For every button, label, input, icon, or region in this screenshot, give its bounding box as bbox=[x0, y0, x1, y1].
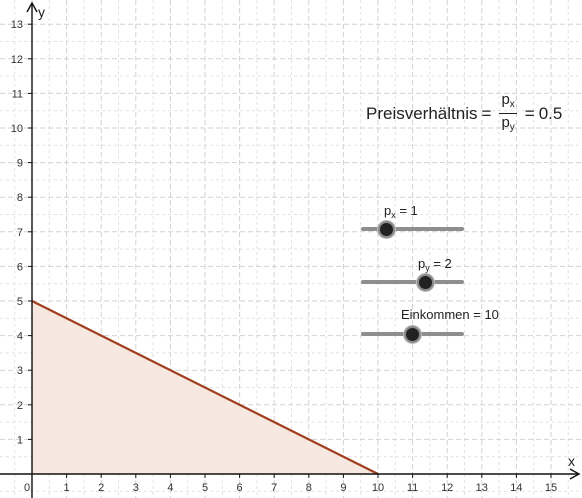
fraction-numerator: px bbox=[501, 91, 515, 110]
y-tick-label: 9 bbox=[17, 158, 23, 170]
x-tick-label: 6 bbox=[237, 482, 243, 494]
y-tick-label: 12 bbox=[11, 54, 23, 66]
slider-handle[interactable] bbox=[378, 220, 396, 238]
x-tick-label: 12 bbox=[441, 482, 453, 494]
y-tick-label: 10 bbox=[11, 123, 23, 135]
y-tick-label: 3 bbox=[17, 365, 23, 377]
y-tick-label: 8 bbox=[17, 192, 23, 204]
fraction-bar bbox=[499, 113, 517, 114]
x-tick-label: 7 bbox=[271, 482, 277, 494]
equals-sign: = bbox=[524, 103, 535, 123]
slider-py-label: py = 2 bbox=[418, 256, 452, 273]
fraction-denominator: py bbox=[501, 114, 515, 133]
price-fraction: px py bbox=[499, 91, 517, 136]
x-tick-label: 10 bbox=[372, 482, 384, 494]
price-ratio-formula[interactable]: Preisverhältnis = px py = 0.5 bbox=[366, 91, 562, 136]
x-tick-label: 1 bbox=[64, 482, 70, 494]
y-tick-label: 5 bbox=[17, 296, 23, 308]
y-tick-label: 11 bbox=[12, 88, 23, 100]
slider-handle[interactable] bbox=[417, 273, 435, 291]
x-tick-label: 5 bbox=[202, 482, 208, 494]
x-tick-label: 13 bbox=[476, 482, 488, 494]
x-axis-arrow-icon bbox=[569, 468, 581, 480]
y-axis-arrow-icon bbox=[26, 1, 38, 13]
price-ratio-value: 0.5 bbox=[538, 103, 563, 123]
y-tick-label: 2 bbox=[17, 400, 23, 412]
equals-sign: = bbox=[481, 103, 492, 123]
x-tick-label: 0 bbox=[24, 482, 30, 494]
x-tick-label: 14 bbox=[510, 482, 522, 494]
slider-income-label: Einkommen = 10 bbox=[401, 307, 499, 322]
price-ratio-label: Preisverhältnis bbox=[366, 103, 478, 123]
x-axis-label: x bbox=[568, 453, 575, 469]
slider-handle[interactable] bbox=[404, 325, 421, 343]
x-tick-label: 9 bbox=[340, 482, 346, 494]
x-tick-label: 8 bbox=[306, 482, 312, 494]
y-tick-label: 1 bbox=[17, 434, 23, 446]
x-tick-label: 4 bbox=[167, 482, 173, 494]
y-tick-label: 7 bbox=[17, 227, 23, 239]
slider-px-label: px = 1 bbox=[384, 203, 418, 220]
x-tick-label: 11 bbox=[407, 482, 418, 494]
x-tick-label: 15 bbox=[545, 482, 557, 494]
y-tick-label: 6 bbox=[17, 261, 23, 273]
slider-track[interactable] bbox=[361, 280, 464, 284]
x-tick-label: 2 bbox=[98, 482, 104, 494]
budget-line[interactable] bbox=[31, 300, 379, 475]
x-tick-label: 3 bbox=[133, 482, 139, 494]
y-tick-label: 4 bbox=[17, 331, 23, 343]
y-tick-label: 13 bbox=[11, 19, 23, 31]
slider-track[interactable] bbox=[361, 227, 464, 231]
y-axis-label: y bbox=[38, 4, 45, 20]
